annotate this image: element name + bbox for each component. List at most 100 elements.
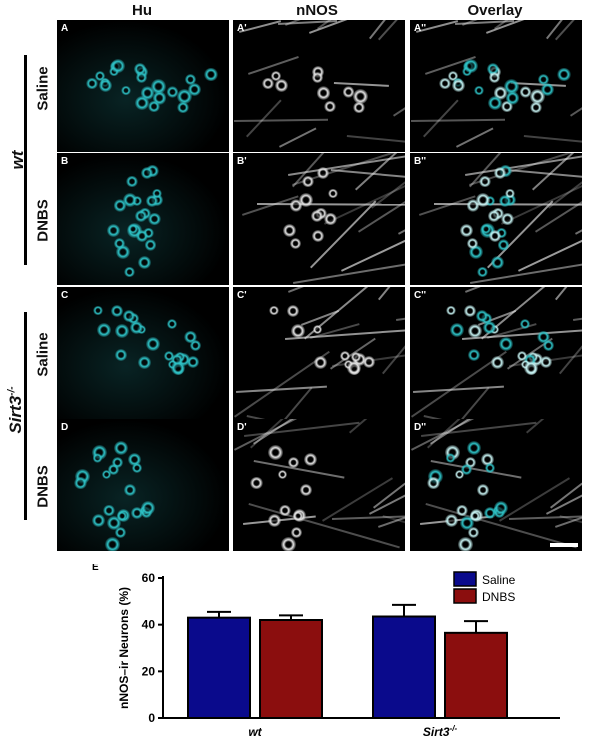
neuron-cell [153,91,167,105]
neuron-cell [490,256,504,270]
nerve-fiber [292,259,405,284]
panel-label: A' [237,23,247,34]
neuron-cell [101,469,112,480]
micrograph-panel: C' [233,287,405,419]
neuron-cell [132,196,143,207]
neuron-cell [328,188,338,198]
neuron-cell [496,228,507,239]
legend-swatch [453,571,477,587]
neuron-cell [484,462,496,474]
nerve-fiber [465,287,559,293]
neuron-cell [466,441,481,456]
neuron-cell [339,351,350,362]
neuron-cell [267,445,283,460]
neuron-cell [140,501,155,516]
nerve-fiber [278,127,317,149]
neuron-cell [439,77,451,90]
y-tick-label: 60 [142,571,156,585]
neuron-cell [519,319,530,330]
neuron-cell [147,212,161,226]
nerve-fiber [346,134,405,144]
neuron-cell [144,238,157,251]
neuron-cell [279,505,291,517]
nerve-fiber [518,204,582,272]
neuron-cell [93,305,104,316]
neuron-cell [467,238,479,250]
neuron-cell [124,484,136,497]
neuron-cell [497,238,510,251]
x-tick-label-sup: -/- [450,724,458,733]
neuron-cell [479,175,491,188]
neuron-cell [504,78,519,94]
background-haze [57,20,229,152]
nerve-fiber [411,118,506,122]
neuron-cell [113,441,128,456]
neuron-cell [184,73,197,86]
neuron-cell [110,304,123,317]
neuron-cell [92,453,103,463]
group-label-sirt3: Sirt3-/- [6,380,26,440]
neuron-cell [539,355,552,368]
neuron-cell [310,209,323,222]
bar [187,616,251,720]
neuron-cell [293,510,304,521]
neuron-cell [287,456,300,469]
neuron-cell [122,310,135,323]
neuron-cell [299,192,314,207]
neuron-cell [342,86,355,98]
panel-label: C' [237,290,247,301]
neuron-cell [446,305,457,316]
neuron-cell [107,223,121,237]
neuron-cell [163,351,174,362]
micrograph-panel: B' [233,153,405,285]
neuron-cell [312,230,325,243]
neuron-cell [501,100,513,113]
neuron-cell [145,337,160,352]
neuron-cell [447,71,458,81]
nerve-fiber [412,385,505,393]
legend-swatch [453,588,477,604]
neuron-cell [460,463,472,475]
neuron-cell [141,166,154,179]
neuron-cell [352,101,365,114]
neuron-cell [452,78,466,92]
neuron-cell [454,469,465,480]
group-label-sirt3-sup: -/- [6,386,18,396]
nerve-fiber [396,301,405,321]
neuron-cell [537,330,550,344]
micrograph-panel: A' [233,20,405,152]
neuron-cell [275,78,289,92]
neuron-cell [111,456,124,469]
y-axis-label: nNOS–ir Neurons (%) [117,587,131,709]
neuron-cell [476,192,491,207]
neuron-cell [464,456,477,469]
neuron-cell [143,228,154,239]
legend-label: DNBS [482,590,515,604]
micrograph-panel: D [57,419,229,551]
nerve-fiber [570,50,582,117]
neuron-cell [312,324,323,335]
neuron-cell [445,453,456,463]
row-label-b: DNBS [34,199,52,242]
neuron-cell [456,505,468,517]
neuron-cell [289,199,302,212]
micrograph-panel: C'' [410,287,582,419]
panel-label: B [61,156,69,167]
neuron-cell [262,77,274,90]
neuron-cell [466,199,479,212]
neuron-cell [103,505,115,517]
neuron-cell [323,212,337,226]
neuron-cell [270,71,281,81]
neuron-cell [117,510,128,521]
bar [444,631,508,719]
column-header-overlay: Overlay [467,2,523,19]
neuron-cell [277,469,288,480]
neuron-cell [460,223,474,237]
neuron-cell [529,101,542,114]
neuron-cell [427,476,440,490]
group-bar-sirt3 [24,312,27,520]
neuron-cell [312,72,324,83]
neuron-cell [314,356,327,369]
neuron-cell [114,526,126,538]
panel-label: B' [237,156,247,167]
